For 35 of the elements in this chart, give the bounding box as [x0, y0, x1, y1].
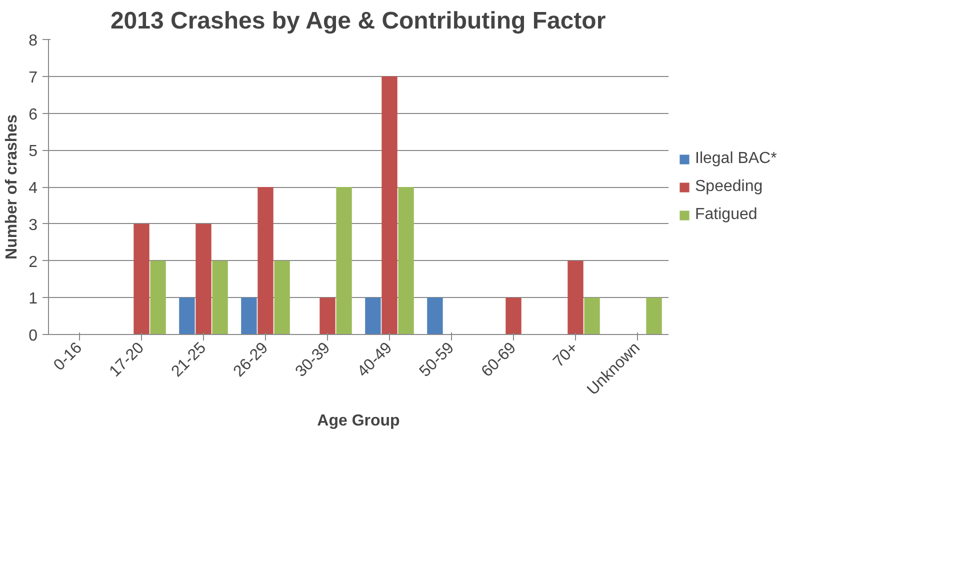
y-tick-label: 7	[28, 69, 38, 86]
y-tick-label: 2	[28, 254, 38, 271]
x-axis-title: Age Group	[317, 412, 400, 430]
x-tick-label: 70+	[550, 339, 582, 371]
bar	[258, 187, 274, 334]
bar	[274, 260, 290, 334]
chart-title: 2013 Crashes by Age & Contributing Factor	[110, 8, 606, 34]
bar	[506, 298, 522, 334]
bar	[212, 260, 228, 334]
y-tick-label: 5	[28, 143, 38, 160]
bar	[365, 298, 381, 334]
y-axis-title: Number of crashes	[4, 114, 21, 260]
bar	[398, 187, 414, 334]
bar	[179, 298, 195, 334]
y-tick-label: 3	[28, 216, 38, 234]
y-tick-label: 1	[28, 290, 38, 308]
legend-label: Speeding	[695, 178, 763, 196]
y-tick-label: 4	[28, 180, 38, 197]
bar	[196, 224, 212, 334]
bar	[382, 76, 398, 334]
bar	[320, 298, 336, 334]
bar	[568, 260, 584, 334]
bar	[584, 298, 600, 334]
legend-label: Ilegal BAC*	[695, 150, 777, 168]
y-tick-label: 6	[28, 106, 38, 124]
y-tick-label: 0	[28, 328, 38, 344]
bar	[427, 298, 443, 334]
bar	[241, 298, 257, 334]
legend-label: Fatigued	[695, 206, 758, 224]
bar	[150, 260, 166, 334]
y-tick-label: 8	[28, 32, 38, 50]
bar	[646, 298, 662, 334]
bar	[134, 224, 150, 334]
x-tick-label: 0-16	[50, 339, 86, 374]
bar	[336, 187, 352, 334]
